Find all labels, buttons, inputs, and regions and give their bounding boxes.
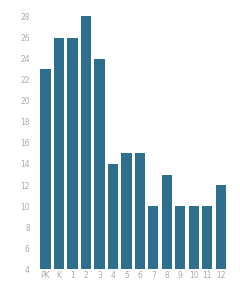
Bar [121, 153, 132, 296]
Bar [216, 185, 226, 296]
Bar [94, 59, 105, 296]
Bar [108, 164, 118, 296]
Bar [202, 206, 212, 296]
Bar [41, 69, 51, 296]
Bar [189, 206, 199, 296]
Bar [162, 175, 172, 296]
Bar [54, 38, 64, 296]
Bar [175, 206, 186, 296]
Bar [81, 17, 91, 296]
Bar [67, 38, 78, 296]
Bar [135, 153, 145, 296]
Bar [148, 206, 158, 296]
